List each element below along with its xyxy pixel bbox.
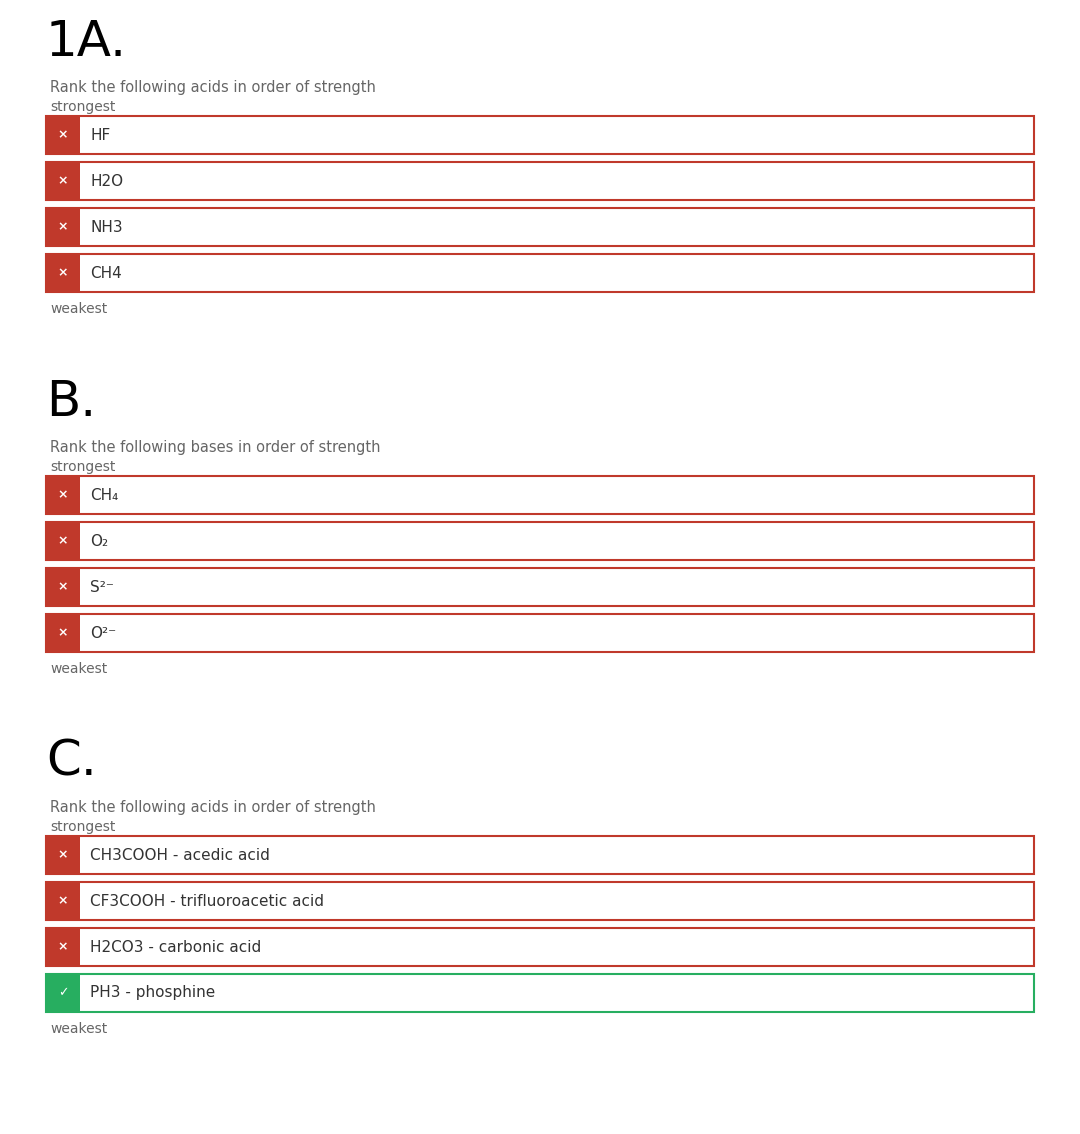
Text: weakest: weakest: [50, 662, 107, 676]
Text: ×: ×: [57, 626, 68, 640]
FancyBboxPatch shape: [46, 836, 1034, 874]
FancyBboxPatch shape: [46, 162, 1034, 200]
Text: Rank the following acids in order of strength: Rank the following acids in order of str…: [50, 81, 376, 95]
FancyBboxPatch shape: [46, 162, 80, 200]
FancyBboxPatch shape: [46, 254, 80, 291]
Text: ×: ×: [57, 128, 68, 142]
Text: NH3: NH3: [90, 220, 123, 235]
FancyBboxPatch shape: [46, 568, 80, 606]
Text: strongest: strongest: [50, 100, 116, 115]
FancyBboxPatch shape: [46, 522, 80, 560]
Text: CH₄: CH₄: [90, 488, 118, 502]
Text: ×: ×: [57, 848, 68, 862]
FancyBboxPatch shape: [46, 208, 1034, 246]
FancyBboxPatch shape: [46, 476, 80, 514]
FancyBboxPatch shape: [46, 613, 1034, 652]
Text: weakest: weakest: [50, 1022, 107, 1036]
Text: 1A.: 1A.: [46, 18, 127, 66]
Text: ×: ×: [57, 895, 68, 907]
Text: CH4: CH4: [90, 265, 122, 280]
FancyBboxPatch shape: [46, 882, 80, 920]
Text: ×: ×: [57, 220, 68, 234]
FancyBboxPatch shape: [46, 882, 1034, 920]
Text: strongest: strongest: [50, 460, 116, 474]
Text: ×: ×: [57, 940, 68, 954]
Text: CH3COOH - acedic acid: CH3COOH - acedic acid: [90, 847, 270, 863]
FancyBboxPatch shape: [46, 522, 1034, 560]
FancyBboxPatch shape: [46, 568, 1034, 606]
FancyBboxPatch shape: [46, 116, 80, 154]
FancyBboxPatch shape: [46, 974, 1034, 1012]
Text: strongest: strongest: [50, 820, 116, 833]
Text: Rank the following bases in order of strength: Rank the following bases in order of str…: [50, 440, 380, 455]
Text: S²⁻: S²⁻: [90, 579, 113, 594]
FancyBboxPatch shape: [46, 928, 1034, 966]
FancyBboxPatch shape: [46, 836, 80, 874]
Text: C.: C.: [46, 738, 97, 786]
Text: H2O: H2O: [90, 174, 123, 188]
FancyBboxPatch shape: [46, 974, 80, 1012]
Text: ×: ×: [57, 534, 68, 548]
Text: Rank the following acids in order of strength: Rank the following acids in order of str…: [50, 799, 376, 815]
FancyBboxPatch shape: [46, 254, 1034, 291]
Text: ×: ×: [57, 581, 68, 593]
FancyBboxPatch shape: [46, 928, 80, 966]
Text: ✓: ✓: [57, 987, 68, 999]
FancyBboxPatch shape: [46, 476, 1034, 514]
FancyBboxPatch shape: [46, 613, 80, 652]
Text: HF: HF: [90, 127, 110, 143]
Text: PH3 - phosphine: PH3 - phosphine: [90, 985, 215, 1000]
Text: O²⁻: O²⁻: [90, 626, 117, 641]
Text: CF3COOH - trifluoroacetic acid: CF3COOH - trifluoroacetic acid: [90, 894, 324, 908]
Text: weakest: weakest: [50, 302, 107, 316]
Text: ×: ×: [57, 489, 68, 501]
Text: O₂: O₂: [90, 533, 108, 549]
FancyBboxPatch shape: [46, 116, 1034, 154]
Text: H2CO3 - carbonic acid: H2CO3 - carbonic acid: [90, 939, 261, 955]
Text: B.: B.: [46, 378, 96, 426]
Text: ×: ×: [57, 266, 68, 279]
FancyBboxPatch shape: [46, 208, 80, 246]
Text: ×: ×: [57, 175, 68, 187]
